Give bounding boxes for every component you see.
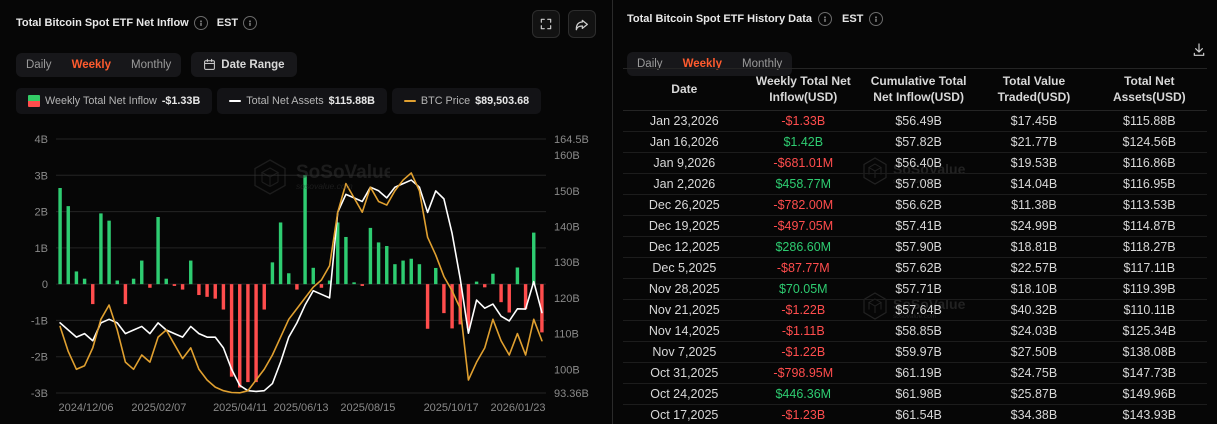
svg-text:160B: 160B bbox=[554, 150, 580, 162]
svg-text:-1B: -1B bbox=[31, 315, 48, 327]
svg-text:2025/02/07: 2025/02/07 bbox=[131, 402, 186, 414]
svg-text:0: 0 bbox=[42, 279, 48, 291]
svg-text:120B: 120B bbox=[554, 293, 580, 305]
svg-text:2025/08/15: 2025/08/15 bbox=[340, 402, 395, 414]
svg-text:140B: 140B bbox=[554, 221, 580, 233]
svg-text:2026/01/23: 2026/01/23 bbox=[490, 402, 545, 414]
svg-text:130B: 130B bbox=[554, 257, 580, 269]
svg-text:sosovalue.com: sosovalue.com bbox=[296, 181, 353, 191]
svg-text:3B: 3B bbox=[35, 170, 48, 182]
svg-text:4B: 4B bbox=[35, 134, 48, 146]
svg-text:2025/04/11: 2025/04/11 bbox=[213, 402, 267, 414]
svg-text:2024/12/06: 2024/12/06 bbox=[58, 402, 113, 414]
svg-text:93.36B: 93.36B bbox=[554, 388, 589, 400]
svg-text:2B: 2B bbox=[35, 207, 48, 219]
svg-text:100B: 100B bbox=[554, 364, 580, 376]
svg-text:-3B: -3B bbox=[31, 388, 48, 400]
svg-text:2025/10/17: 2025/10/17 bbox=[424, 402, 479, 414]
svg-text:150B: 150B bbox=[554, 186, 580, 198]
svg-text:164.5B: 164.5B bbox=[554, 134, 589, 146]
svg-text:2025/06/13: 2025/06/13 bbox=[273, 402, 328, 414]
svg-text:110B: 110B bbox=[554, 329, 579, 341]
svg-text:SoSoValue: SoSoValue bbox=[296, 162, 390, 183]
svg-text:1B: 1B bbox=[35, 243, 48, 255]
svg-text:-2B: -2B bbox=[31, 352, 48, 364]
